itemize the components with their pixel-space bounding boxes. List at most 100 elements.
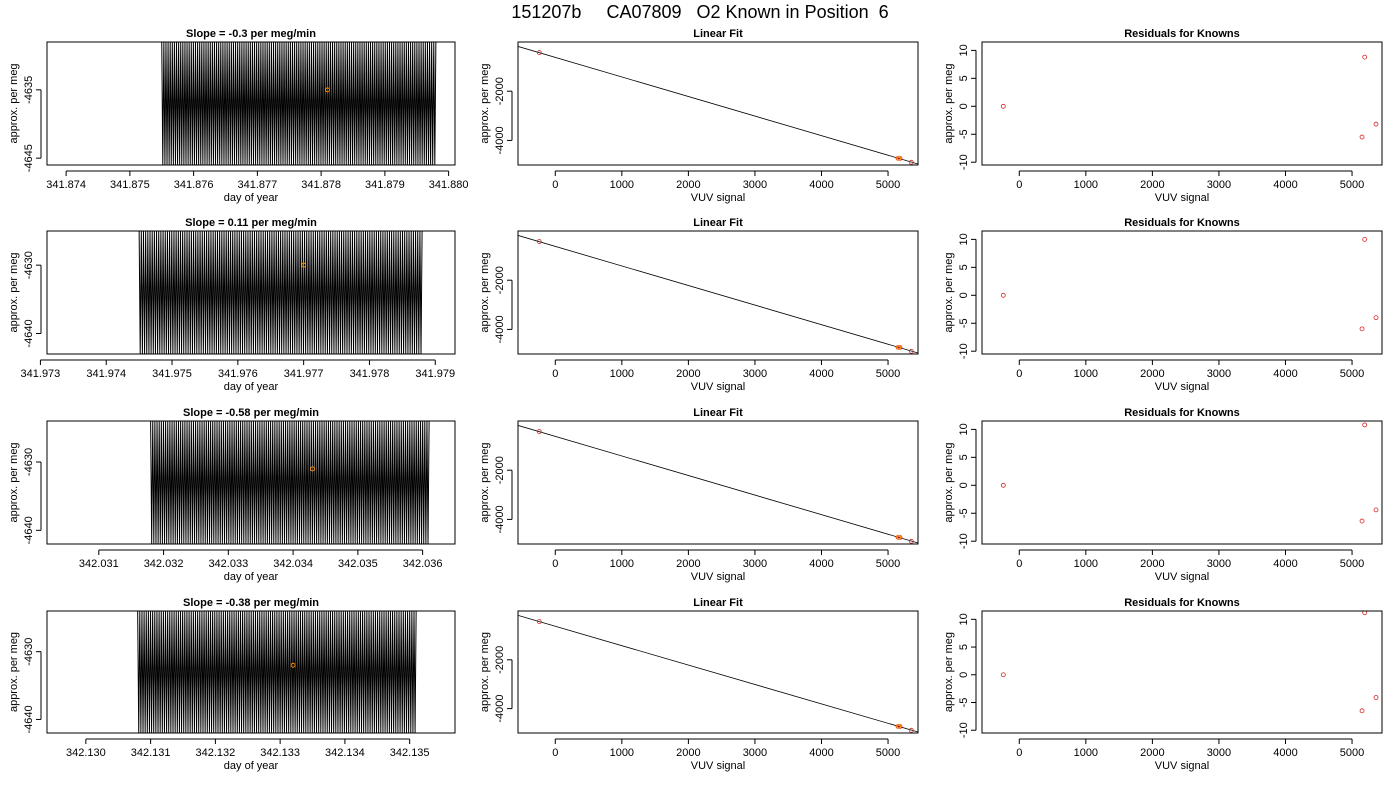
plot-frame <box>517 420 919 545</box>
y-axis-label: approx. per meg <box>479 632 491 712</box>
x-tick-label: 5000 <box>1340 179 1364 191</box>
y-axis: -4630 -4640 <box>23 448 42 544</box>
data-point <box>1362 611 1368 616</box>
x-axis-label: VUV signal <box>691 381 745 393</box>
x-tick-label: 0 <box>1016 179 1022 191</box>
panel-title: Slope = -0.38 per meg/min <box>183 597 319 609</box>
x-tick-label: 341.877 <box>237 179 277 191</box>
data-trace <box>137 611 417 733</box>
x-tick-label: 5000 <box>876 368 900 380</box>
plot-frame <box>517 610 919 734</box>
y-tick-label: 10 <box>958 613 970 625</box>
highlight-marker <box>301 262 307 268</box>
x-tick-label: 2000 <box>676 179 700 191</box>
panel-title: Residuals for Knowns <box>1124 28 1240 40</box>
x-tick-label: 2000 <box>676 747 700 759</box>
y-tick-label: -5 <box>958 698 970 708</box>
x-tick-label: 2000 <box>1140 747 1164 759</box>
x-tick-label: 342.131 <box>131 747 171 759</box>
data-point <box>908 348 914 354</box>
y-tick-label: 10 <box>958 423 970 435</box>
y-tick-label: -2000 <box>494 266 506 294</box>
panel-r2c1: 341.973 341.974 341.975 341.976 341.977 341.9… <box>8 217 456 393</box>
plot-area <box>1000 422 1379 524</box>
panel-r3c3: 0 1000 2000 3000 4000 5000 -10 -5 0 5 10 Residuals … <box>943 407 1383 583</box>
x-tick-label: 341.979 <box>415 368 455 380</box>
x-tick-label: 2000 <box>1140 558 1164 570</box>
y-axis-label: approx. per meg <box>8 442 20 522</box>
x-tick-label: 3000 <box>743 179 767 191</box>
data-point <box>536 239 542 244</box>
x-tick-label: 5000 <box>876 747 900 759</box>
x-tick-label: 342.130 <box>66 747 106 759</box>
data-point <box>536 429 542 434</box>
x-axis-label: VUV signal <box>1155 192 1209 204</box>
data-point <box>1373 121 1379 127</box>
x-axis: 0 1000 2000 3000 4000 5000 <box>1016 738 1364 759</box>
y-tick-label: -4640 <box>23 705 35 733</box>
x-axis: 0 1000 2000 3000 4000 5000 <box>1016 170 1364 191</box>
y-axis: -4630 -4640 <box>23 638 42 734</box>
x-tick-label: 342.031 <box>79 558 119 570</box>
y-tick-label: -4630 <box>23 638 35 666</box>
x-axis: 342.031 342.032 342.033 342.034 342.035 342.0… <box>79 549 443 570</box>
panel-r1c3: 0 1000 2000 3000 4000 5000 -10 -5 0 5 10 Residuals … <box>943 28 1383 204</box>
x-tick-label: 5000 <box>876 179 900 191</box>
panel-r4c3: 0 1000 2000 3000 4000 5000 -10 -5 0 5 10 Residuals … <box>943 597 1383 772</box>
x-tick-label: 342.135 <box>390 747 430 759</box>
highlight-marker <box>325 87 330 93</box>
plot-frame <box>46 41 456 166</box>
data-point <box>908 159 914 165</box>
panel-r3c2: 0 1000 2000 3000 4000 5000 -2000 -4000 Linear Fi… <box>479 407 919 583</box>
x-tick-label: 2000 <box>676 558 700 570</box>
x-tick-label: 341.978 <box>350 368 390 380</box>
plot-frame <box>517 41 919 166</box>
x-tick-label: 1000 <box>1074 179 1098 191</box>
x-axis: 342.130 342.131 342.132 342.133 342.134 342.1… <box>66 738 430 759</box>
panel-title: Linear Fit <box>693 217 743 229</box>
y-tick-label: -4640 <box>23 319 35 347</box>
plot-area <box>1000 611 1379 714</box>
y-axis-label: approx. per meg <box>479 63 491 143</box>
x-tick-label: 0 <box>552 747 558 759</box>
y-axis: -10 -5 0 5 10 <box>958 423 977 549</box>
y-axis: -4630 -4640 <box>23 251 42 348</box>
y-axis: -4635 -4645 <box>23 76 42 172</box>
figure-title: 151207b CA07809 O2 Known in Position 6 <box>511 2 889 22</box>
y-tick-label: -2000 <box>494 456 506 484</box>
data-point <box>536 619 542 624</box>
x-axis: 0 1000 2000 3000 4000 5000 <box>552 738 900 759</box>
x-tick-label: 3000 <box>1207 368 1231 380</box>
x-tick-label: 4000 <box>1273 179 1297 191</box>
data-point <box>1000 672 1006 678</box>
x-tick-label: 341.977 <box>284 368 324 380</box>
y-tick-label: 0 <box>958 672 970 678</box>
plot-area <box>138 231 423 354</box>
highlight-marker <box>896 723 902 729</box>
x-tick-label: 3000 <box>1207 179 1231 191</box>
x-axis-label: day of year <box>224 571 279 583</box>
plot-area <box>518 235 918 354</box>
fit-line <box>518 615 918 733</box>
x-axis: 0 1000 2000 3000 4000 5000 <box>1016 359 1364 380</box>
y-tick-label: -2000 <box>494 646 506 674</box>
fit-line <box>518 235 918 354</box>
y-tick-label: 0 <box>958 103 970 109</box>
x-tick-label: 342.133 <box>260 747 300 759</box>
plot-frame <box>46 230 456 355</box>
y-tick-label: -10 <box>958 533 970 549</box>
x-tick-label: 1000 <box>1074 558 1098 570</box>
plot-area <box>518 46 918 165</box>
y-axis-label: approx. per meg <box>943 63 955 143</box>
y-axis-label: approx. per meg <box>479 252 491 332</box>
y-tick-label: -4000 <box>494 315 506 343</box>
panel-title: Slope = -0.3 per meg/min <box>186 28 316 40</box>
x-axis-label: VUV signal <box>691 760 745 772</box>
y-tick-label: 5 <box>958 264 970 270</box>
data-point <box>908 538 914 544</box>
x-tick-label: 4000 <box>809 368 833 380</box>
y-axis: -2000 -4000 <box>494 266 513 343</box>
data-point <box>1000 103 1006 109</box>
panel-title: Residuals for Knowns <box>1124 407 1240 419</box>
x-axis-label: VUV signal <box>691 192 745 204</box>
